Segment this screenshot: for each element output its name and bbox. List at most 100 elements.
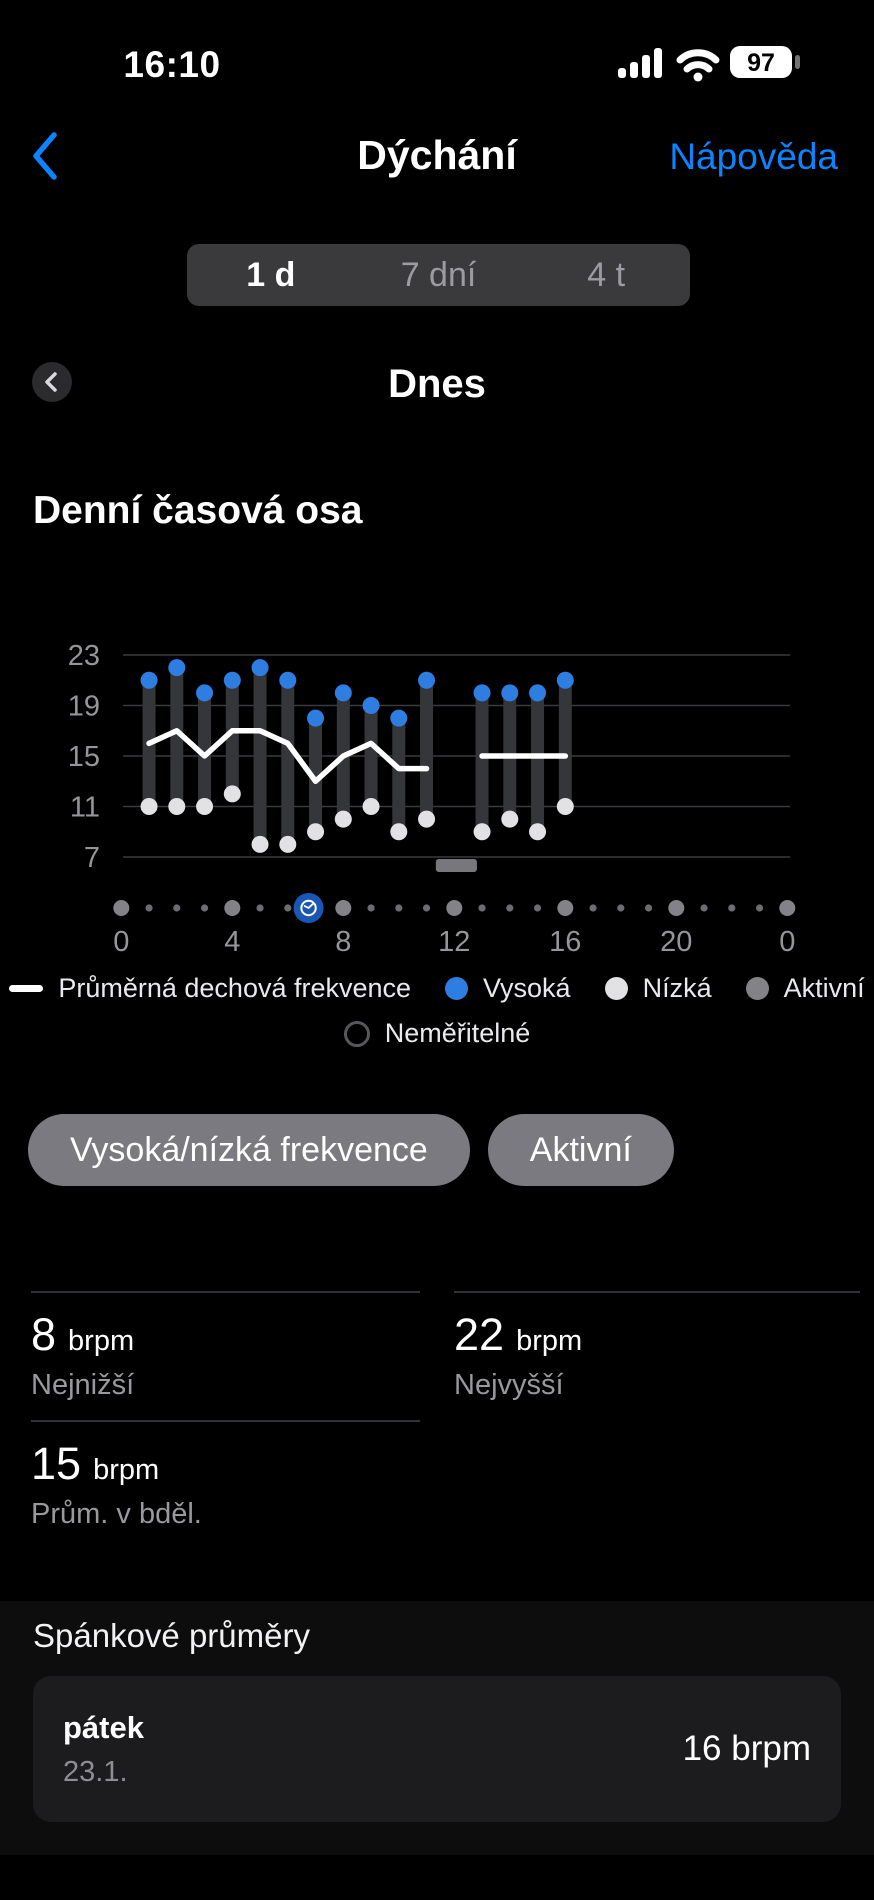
high-dot: [390, 709, 408, 727]
battery-percent: 97: [747, 49, 775, 77]
status-time: 16:10: [123, 44, 221, 85]
low-dot: [223, 785, 241, 803]
range-segmented-control: 1 d 7 dní 4 t: [187, 244, 690, 306]
timeline-hour-dot[interactable]: [446, 900, 463, 916]
stat-highest: 22 brpm Nejvyšší: [454, 1291, 860, 1402]
timeline-hour-dot[interactable]: [668, 900, 685, 916]
legend-active: Aktivní: [745, 973, 865, 1004]
low-dot: [196, 798, 214, 815]
timeline-hour-dot[interactable]: [589, 904, 597, 912]
low-dot-swatch: [604, 977, 628, 1000]
filter-active-button[interactable]: Aktivní: [487, 1114, 674, 1186]
chart-bar: [253, 667, 267, 845]
timeline-hour-dot[interactable]: [557, 900, 574, 916]
high-dot: [251, 659, 269, 677]
chart-legend-row-1: Průměrná dechová frekvence Vysoká Nízká …: [0, 973, 874, 1004]
chart-bar: [281, 680, 295, 845]
timeline-hour-dot[interactable]: [779, 900, 796, 916]
timeline-hour-dot[interactable]: [284, 904, 292, 912]
unmeasurable-ring-swatch: [343, 1020, 370, 1047]
sleep-value: 16 brpm: [682, 1729, 811, 1768]
chart-bar: [420, 680, 434, 820]
low-dot: [529, 823, 547, 841]
sleep-average-card[interactable]: pátek 23.1. 16 brpm: [33, 1676, 841, 1822]
high-dot: [529, 684, 547, 702]
help-link[interactable]: Nápověda: [669, 136, 838, 177]
timeline-hour-dot[interactable]: [422, 904, 431, 912]
high-dot: [279, 671, 297, 689]
timeline-hour-dot[interactable]: [224, 900, 241, 916]
low-dot: [473, 823, 491, 841]
range-tab-7d[interactable]: 7 dní: [355, 244, 523, 306]
previous-day-button[interactable]: [32, 362, 72, 402]
wifi-icon: [676, 49, 720, 82]
x-tick-label: 4: [224, 926, 240, 958]
timeline-hour-dot[interactable]: [367, 904, 375, 912]
sleep-averages-section: Spánkové průměry pátek 23.1. 16 brpm: [0, 1601, 874, 1855]
timeline-hour-dot[interactable]: [173, 904, 181, 912]
active-dot-swatch: [745, 977, 769, 1000]
sleep-date: 23.1.: [63, 1755, 128, 1788]
current-date-label: Dnes: [388, 362, 486, 406]
range-tab-4w[interactable]: 4 t: [522, 244, 690, 306]
timeline-hour-dot[interactable]: [113, 900, 130, 916]
chart-legend-row-2: Neměřitelné: [0, 1018, 874, 1049]
timeline-hour-dot[interactable]: [533, 904, 542, 912]
timeline-hour-dot[interactable]: [395, 904, 403, 912]
back-chevron-icon: [33, 132, 57, 180]
y-tick-label: 11: [70, 792, 100, 824]
timeline-hour-dot[interactable]: [478, 904, 486, 912]
low-dot: [168, 798, 186, 815]
chart-bar: [364, 705, 378, 807]
chart-bar: [558, 680, 572, 807]
high-dot: [473, 684, 491, 702]
high-dot: [223, 671, 241, 689]
clock-hands: [303, 902, 314, 909]
battery-icon: 97: [730, 46, 800, 78]
high-dot-swatch: [445, 977, 469, 1000]
chart-section-title: Denní časová osa: [33, 489, 363, 532]
high-dot: [418, 671, 436, 689]
stat-lowest: 8 brpm Nejnižší: [31, 1291, 420, 1402]
status-icons: 97: [610, 42, 810, 91]
legend-unmeasurable: Neměřitelné: [343, 1018, 530, 1049]
cellular-signal-icon: [618, 48, 662, 78]
y-tick-label: 7: [84, 842, 100, 874]
stat-awake-average: 15 brpm Prům. v bděl.: [31, 1420, 420, 1531]
low-dot: [279, 835, 297, 853]
low-dot: [334, 810, 352, 828]
low-dot: [556, 798, 574, 815]
range-tab-1d[interactable]: 1 d: [187, 244, 355, 306]
low-dot: [390, 823, 408, 841]
high-dot: [307, 709, 325, 727]
chart-bar: [309, 718, 323, 832]
timeline-hour-dot[interactable]: [256, 904, 264, 912]
timeline-hour-dot[interactable]: [145, 904, 153, 912]
timeline-hour-dot[interactable]: [506, 904, 514, 912]
low-dot: [501, 810, 519, 828]
sleep-averages-heading: Spánkové průměry: [33, 1617, 310, 1654]
chart-bar: [225, 680, 239, 794]
legend-average: Průměrná dechová frekvence: [9, 973, 411, 1004]
high-dot: [168, 659, 186, 677]
low-dot: [140, 798, 158, 815]
x-tick-label: 16: [549, 926, 581, 958]
timeline-hour-dot[interactable]: [617, 904, 625, 912]
y-tick-label: 19: [68, 691, 100, 723]
average-line: [146, 728, 430, 784]
x-tick-label: 20: [660, 926, 692, 958]
timeline-hour-dot[interactable]: [728, 904, 736, 912]
timeline-hour-dot[interactable]: [755, 904, 764, 912]
timeline-hour-dot[interactable]: [200, 904, 209, 912]
daily-timeline-chart[interactable]: 23 19 15 11 7 0 4 8 12 16 20 0: [0, 630, 874, 960]
filter-high-low-button[interactable]: Vysoká/nízká frekvence: [28, 1114, 470, 1186]
back-button[interactable]: [30, 130, 60, 182]
timeline-hour-dot[interactable]: [644, 904, 653, 912]
high-dot: [140, 671, 158, 689]
chevron-left-icon: [45, 372, 57, 392]
timeline-hour-dot[interactable]: [700, 904, 708, 912]
timeline-hour-dot[interactable]: [335, 900, 352, 916]
low-dot: [362, 798, 380, 815]
high-dot: [334, 684, 352, 702]
